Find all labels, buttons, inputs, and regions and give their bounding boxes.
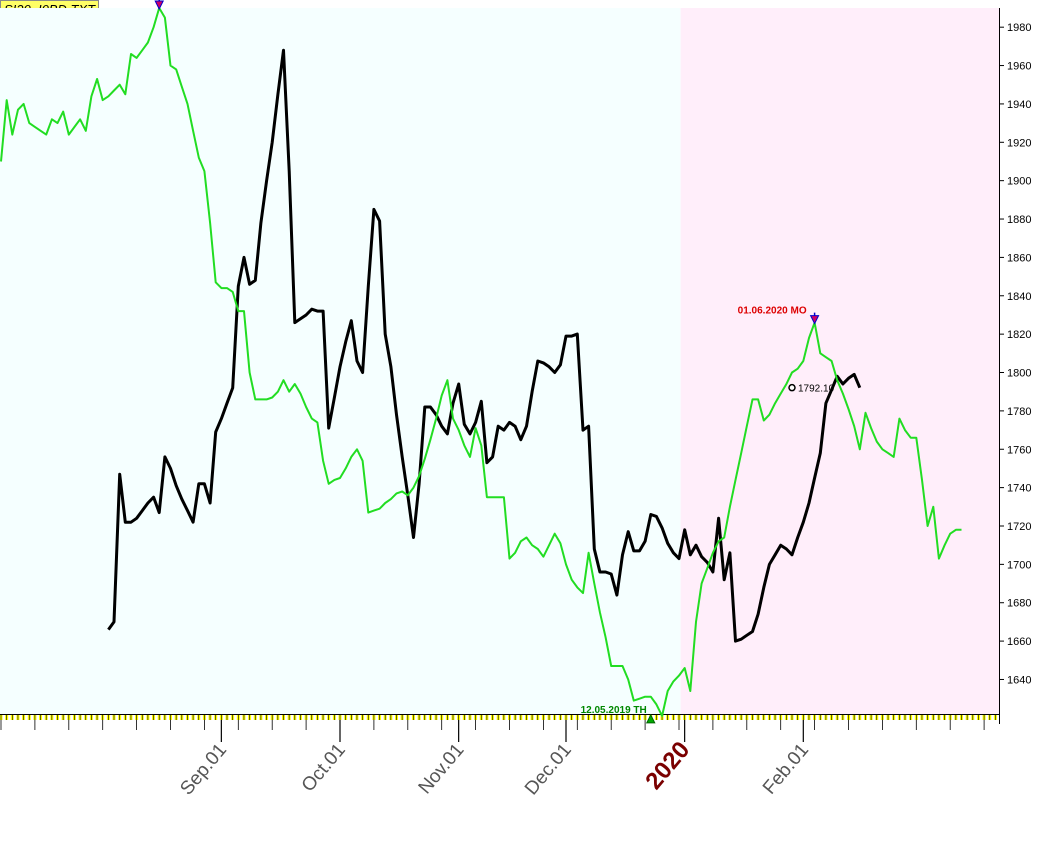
y-tick-label: 1780: [1007, 406, 1031, 418]
y-tick-label: 1700: [1007, 559, 1031, 571]
y-tick-label: 1740: [1007, 483, 1031, 495]
x-tick-label: Dec.01: [521, 740, 576, 800]
y-tick-label: 1960: [1007, 61, 1031, 73]
y-tick-label: 1880: [1007, 214, 1031, 226]
y-tick-label: 1640: [1007, 674, 1031, 686]
price-line: [107, 48, 862, 643]
bottom-marker-arrow: [645, 713, 656, 724]
top-marker-label: 08.05.2019 TU: [85, 0, 151, 2]
y-tick-label: 1800: [1007, 368, 1031, 380]
y-tick-label: 1680: [1007, 598, 1031, 610]
y-tick-label: 1760: [1007, 444, 1031, 456]
x-tick-label: Sep.01: [176, 740, 231, 800]
last-price-marker: [788, 383, 796, 392]
x-tick-label: 2020: [640, 737, 695, 795]
y-tick-label: 1920: [1007, 137, 1031, 149]
forecast-background: [680, 8, 999, 714]
x-tick-label: Oct.01: [298, 740, 350, 796]
y-tick-label: 1820: [1007, 329, 1031, 341]
x-tick-label: Nov.01: [415, 740, 469, 799]
y-tick-label: 1940: [1007, 99, 1031, 111]
last-price-label: 1792.10: [798, 384, 835, 395]
top-marker-arrow: [154, 0, 165, 11]
y-tick-label: 1660: [1007, 636, 1031, 648]
y-tick-label: 1980: [1007, 22, 1031, 34]
y-tick-label: 1840: [1007, 291, 1031, 303]
bottom-marker-label: 12.05.2019 TH: [581, 705, 647, 716]
projection-line: [0, 7, 962, 717]
top-marker-arrow: [809, 315, 820, 325]
top-marker-label: 01.06.2020 MO: [738, 306, 807, 317]
x-tick-label: Feb.01: [759, 740, 813, 799]
y-tick-label: 1900: [1007, 176, 1031, 188]
y-tick-label: 1860: [1007, 252, 1031, 264]
y-tick-label: 1720: [1007, 521, 1031, 533]
